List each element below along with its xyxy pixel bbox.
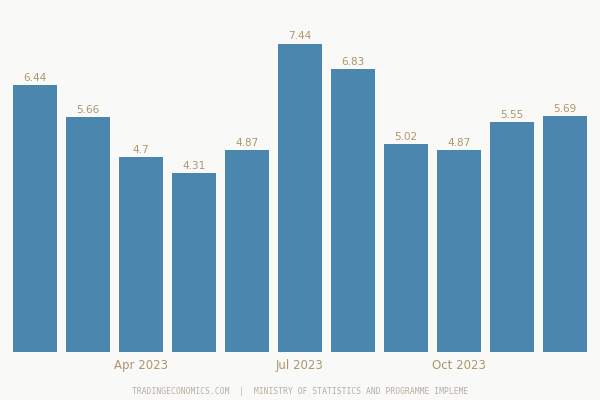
Text: 5.55: 5.55 — [500, 110, 524, 120]
Text: 5.66: 5.66 — [76, 105, 100, 115]
Bar — [543, 116, 587, 352]
Text: 6.83: 6.83 — [341, 57, 365, 67]
Bar — [67, 117, 110, 352]
Bar — [490, 122, 533, 352]
Text: TRADINGECONOMICS.COM  |  MINISTRY OF STATISTICS AND PROGRAMME IMPLEME: TRADINGECONOMICS.COM | MINISTRY OF STATI… — [132, 387, 468, 396]
Text: 6.44: 6.44 — [23, 73, 47, 83]
Text: 5.02: 5.02 — [394, 132, 418, 142]
Text: 5.69: 5.69 — [553, 104, 577, 114]
Bar — [119, 157, 163, 352]
Bar — [437, 150, 481, 352]
Bar — [278, 44, 322, 352]
Text: 4.87: 4.87 — [447, 138, 470, 148]
Text: 4.31: 4.31 — [182, 161, 206, 171]
Text: 4.7: 4.7 — [133, 145, 149, 155]
Bar — [226, 150, 269, 352]
Text: 4.87: 4.87 — [235, 138, 259, 148]
Bar — [13, 85, 57, 352]
Bar — [331, 69, 374, 352]
Text: 7.44: 7.44 — [289, 32, 311, 42]
Bar — [384, 144, 428, 352]
Bar — [172, 173, 216, 352]
